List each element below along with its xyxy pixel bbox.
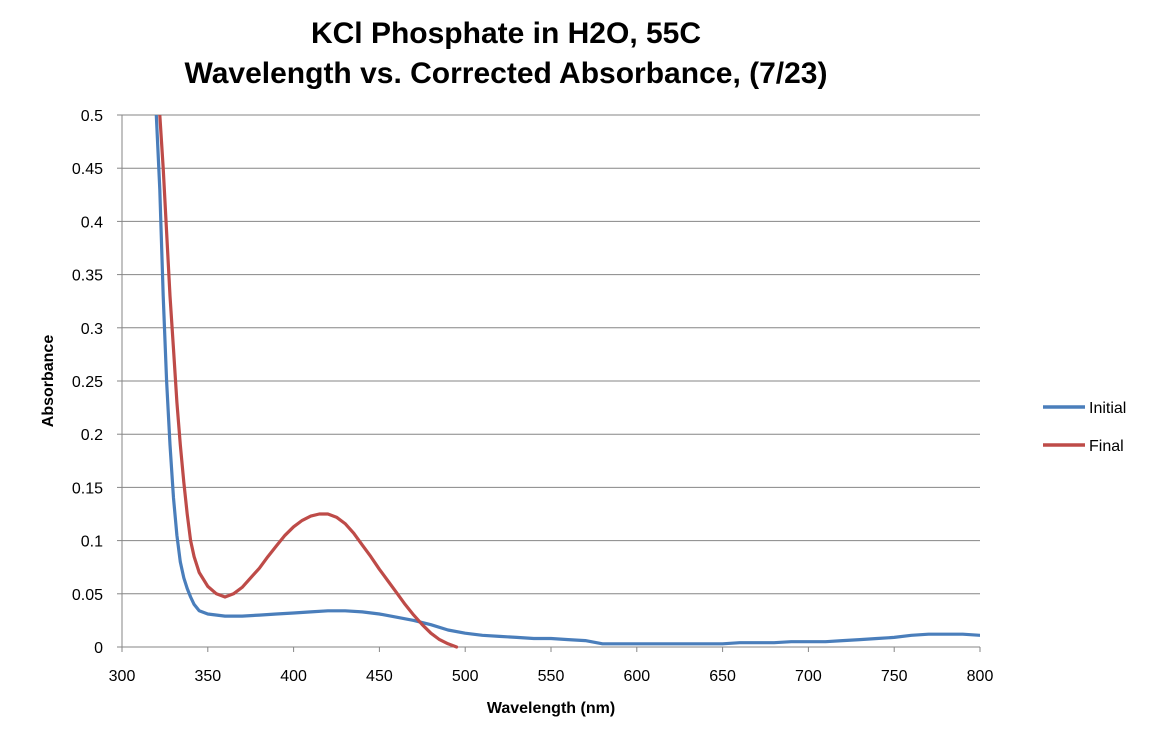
legend: Initial Final [1043,400,1126,455]
y-tick-label-8: 0.4 [81,214,103,231]
chart-title-line-1: KCl Phosphate in H2O, 55C [310,17,702,50]
x-tick-label-10: 800 [967,668,994,685]
x-tick-label-8: 700 [795,668,822,685]
y-tick-label-7: 0.35 [72,268,103,285]
y-tick-label-4: 0.2 [81,427,103,444]
x-tick-label-5: 550 [538,668,565,685]
legend-label-initial: Initial [1089,400,1126,417]
series-line-initial [154,115,980,646]
x-tick-label-7: 650 [709,668,736,685]
y-tick-label-1: 0.05 [72,587,103,604]
x-axis-label: Wavelength (nm) [487,700,615,717]
x-tick-label-9: 750 [881,668,908,685]
y-tick-label-3: 0.15 [72,480,103,497]
tick-labels: 0 0.05 0.1 0.15 0.2 0.25 0.3 0.35 0.4 0.45 0.5 300 3… [72,108,994,685]
x-tick-label-3: 450 [366,668,393,685]
x-tick-label-6: 600 [623,668,650,685]
y-tick-label-10: 0.5 [81,108,103,125]
grid-lines [122,114,980,595]
series-lines [154,115,980,649]
legend-label-final: Final [1089,438,1124,455]
y-tick-label-2: 0.1 [81,534,103,551]
chart-title: KCl Phosphate in H2O, 55C Wavelength vs.… [0,14,1012,94]
x-tick-label-4: 500 [452,668,479,685]
x-tick-label-1: 350 [194,668,221,685]
x-tick-label-2: 400 [280,668,307,685]
chart-title-line-2: Wavelength vs. Corrected Absorbance, (7/… [184,57,828,90]
series-line-final [158,115,459,649]
y-tick-label-5: 0.25 [72,374,103,391]
x-tick-label-0: 300 [109,668,136,685]
y-tick-label-0: 0 [94,640,103,657]
axes [117,114,981,652]
y-tick-label-6: 0.3 [81,321,103,338]
y-tick-label-9: 0.45 [72,161,103,178]
y-axis-label: Absorbance [40,335,57,428]
